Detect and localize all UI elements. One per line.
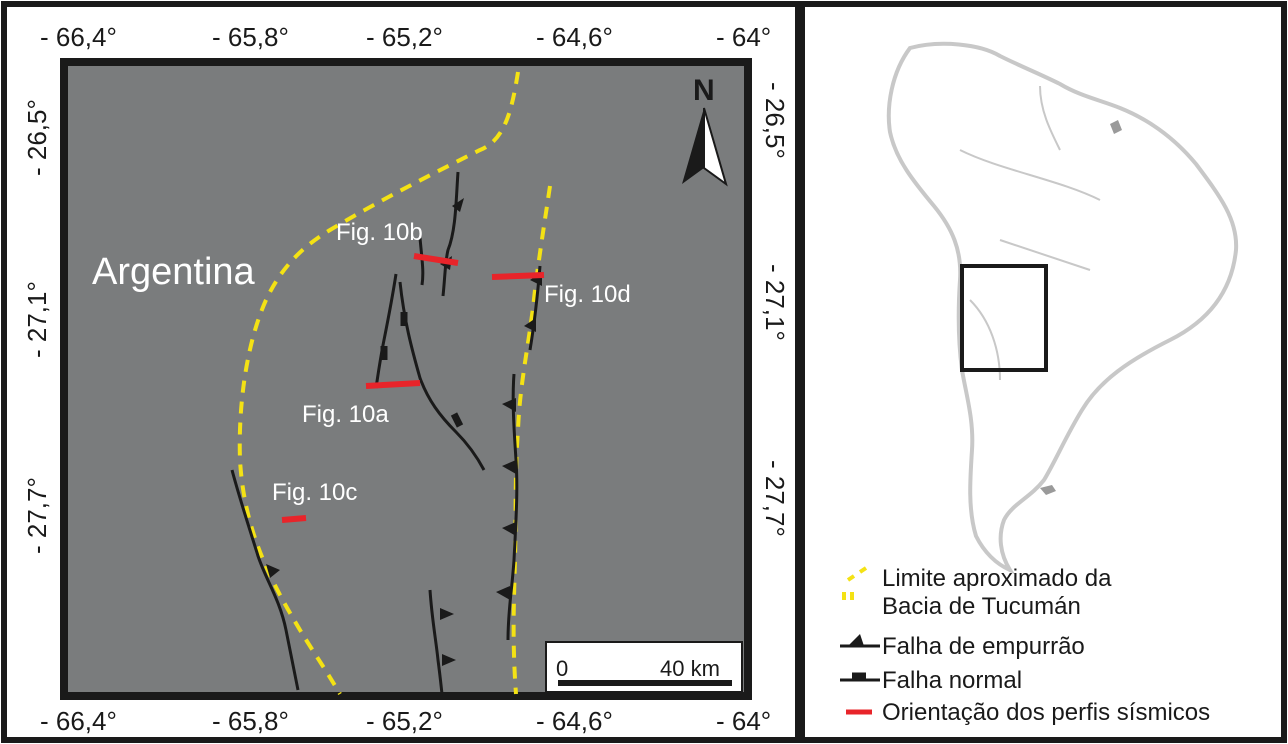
top-tick: - 64°: [716, 22, 771, 52]
legend: Limite aproximado da Bacia de Tucumán Fa…: [840, 565, 1210, 726]
scale-bar-line: [558, 680, 732, 686]
fault-line: [428, 589, 444, 695]
top-tick: - 65,2°: [366, 22, 443, 52]
legend-normal-fault: Falha normal: [882, 667, 1022, 694]
thrust-tooth-icon: [502, 522, 516, 536]
right-ticks: - 26,5° - 27,1° - 27,7°: [760, 82, 790, 537]
profile-label-10b: Fig. 10b: [336, 219, 423, 246]
scale-bar: 0 40 km: [545, 641, 743, 693]
right-tick: - 27,7°: [760, 460, 790, 537]
fault-line: [418, 237, 425, 286]
normal-fault-ticks: [380, 312, 464, 428]
left-tick: - 27,1°: [22, 281, 52, 358]
fault-line: [230, 469, 300, 691]
thrust-tooth-icon: [442, 654, 456, 666]
profile-label-10a: Fig. 10a: [302, 401, 389, 428]
left-tick: - 27,7°: [22, 477, 52, 554]
thrust-tooth-icon: [502, 398, 516, 412]
seismic-profile-10c: [281, 515, 307, 523]
profile-label-10d: Fig. 10d: [544, 281, 631, 308]
seismic-profile-10b: [413, 253, 459, 266]
profile-label-10c: Fig. 10c: [272, 479, 357, 506]
country-label: Argentina: [92, 251, 256, 293]
bottom-tick: - 66,4°: [40, 706, 117, 736]
north-arrow-icon: [682, 108, 704, 184]
seismic-profile-10d: [491, 272, 545, 280]
thrust-fault-icon: [848, 634, 864, 646]
thrust-tooth-icon: [440, 608, 454, 620]
fault-line: [374, 273, 398, 389]
right-panel-frame: [799, 1, 1287, 743]
bottom-tick: - 65,8°: [212, 706, 289, 736]
thrust-tooth-icon: [266, 564, 280, 578]
fault-line: [398, 281, 486, 471]
basin-limit-west: [237, 71, 520, 696]
thrust-tooth-icon: [524, 318, 536, 332]
bottom-tick: - 64,6°: [536, 706, 613, 736]
thrust-tooth-icon: [452, 198, 464, 212]
fault-line: [506, 373, 519, 641]
basin-limit: [237, 71, 552, 696]
bottom-ticks: - 66,4° - 65,8° - 65,2° - 64,6° - 64°: [40, 706, 771, 736]
thrust-tooth-icon: [502, 460, 516, 474]
seismic-profile-10a: [365, 380, 421, 389]
inset-map: [886, 41, 1239, 575]
right-tick: - 27,1°: [760, 264, 790, 341]
left-ticks: - 26,5° - 27,1° - 27,7°: [22, 99, 52, 554]
map-background: [60, 58, 752, 700]
legend-basin-limit-line1: Limite aproximado da: [882, 565, 1112, 592]
left-tick: - 26,5°: [22, 99, 52, 176]
normal-fault-tick-icon: [450, 412, 464, 428]
thrust-tooth-icon: [496, 586, 510, 600]
legend-seismic-profiles: Orientação dos perfis sísmicos: [882, 699, 1210, 726]
faults: [230, 171, 542, 695]
top-tick: - 64,6°: [536, 22, 613, 52]
legend-thrust-fault: Falha de empurrão: [882, 633, 1085, 660]
north-arrow: N: [682, 74, 728, 187]
right-tick: - 26,5°: [760, 82, 790, 159]
scale-bar-start: 0: [556, 656, 568, 681]
study-area-box-icon: [960, 264, 1048, 372]
fault-line: [441, 171, 460, 297]
bottom-tick: - 65,2°: [366, 706, 443, 736]
bottom-tick: - 64°: [716, 706, 771, 736]
legend-basin-limit-line2: Bacia de Tucumán: [882, 593, 1081, 620]
south-america-outline: [886, 41, 1239, 575]
main-map: Argentina Fig. 10b Fig. 10d Fig. 10a Fig…: [60, 58, 752, 700]
scale-bar-end: 40 km: [660, 656, 720, 681]
north-arrow-icon-right: [703, 107, 728, 187]
top-tick: - 66,4°: [40, 22, 117, 52]
seismic-profiles: [281, 253, 545, 523]
north-label: N: [693, 74, 715, 107]
inset-internal-border: [959, 85, 1101, 381]
top-tick: - 65,8°: [212, 22, 289, 52]
legend-basin-icon: [842, 566, 868, 600]
top-ticks: - 66,4° - 65,8° - 65,2° - 64,6° - 64°: [40, 22, 771, 52]
left-panel-frame: [1, 1, 801, 743]
